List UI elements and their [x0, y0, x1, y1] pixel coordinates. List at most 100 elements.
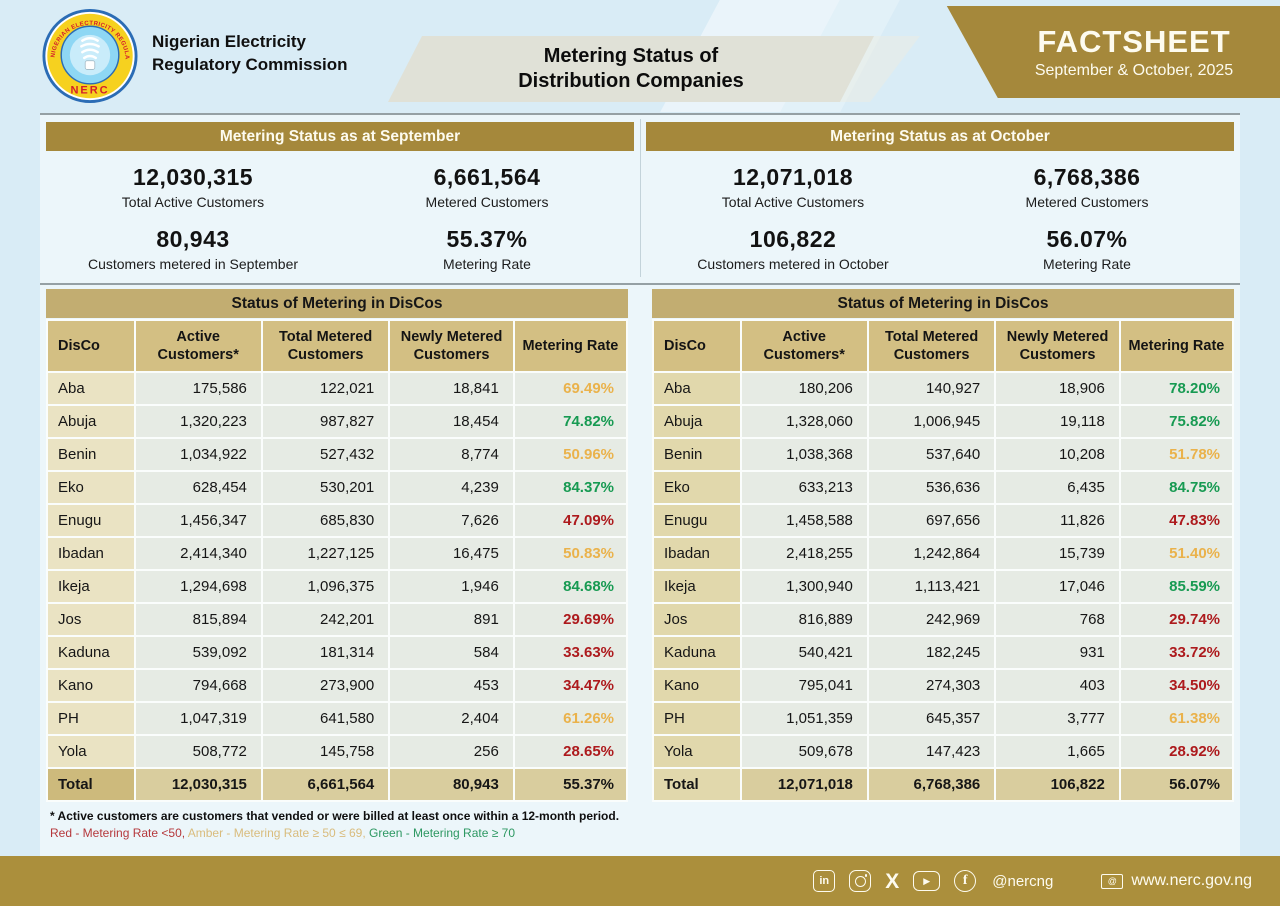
disco-name-cell: Yola [654, 736, 740, 768]
active-customers-cell: 539,092 [135, 637, 261, 669]
active-customers-cell: 1,038,368 [741, 439, 867, 471]
total-metered-cell: 1,096,375 [262, 571, 389, 603]
stat-value: 56.07% [1046, 226, 1128, 252]
newly-metered-cell: 19,118 [996, 406, 1119, 438]
column-header-disco: DisCo [654, 321, 740, 372]
stat-label: Customers metered in October [697, 256, 889, 272]
total-metered-cell: 122,021 [262, 373, 389, 405]
disco-name-cell: Ibadan [654, 538, 740, 570]
table-row: Enugu 1,458,588 697,656 11,826 47.83% [654, 505, 1232, 537]
factsheet-banner: FACTSHEET September & October, 2025 [946, 6, 1280, 98]
total-metered-cell: 987,827 [262, 406, 389, 438]
total-newly-cell: 80,943 [390, 769, 513, 801]
total-metered-cell: 641,580 [262, 703, 389, 735]
newly-metered-cell: 4,239 [390, 472, 513, 504]
legend-green: Green - Metering Rate ≥ 70 [369, 826, 516, 841]
total-metered-cell: 6,661,564 [262, 769, 389, 801]
stat-value: 106,822 [749, 226, 837, 252]
total-metered-cell: 537,640 [868, 439, 995, 471]
website-link[interactable]: @ www.nerc.gov.ng [1101, 872, 1252, 890]
column-header-newly-metered: Newly Metered Customers [996, 321, 1119, 372]
page-title-line1: Metering Status of [543, 45, 719, 67]
total-metered-cell: 242,201 [262, 604, 389, 636]
newly-metered-cell: 1,946 [390, 571, 513, 603]
table-row: Enugu 1,456,347 685,830 7,626 47.09% [48, 505, 626, 537]
active-customers-cell: 508,772 [135, 736, 261, 768]
newly-metered-cell: 931 [996, 637, 1119, 669]
total-metered-cell: 645,357 [868, 703, 995, 735]
youtube-icon[interactable]: ▶ [913, 871, 941, 891]
stat-label: Metering Rate [443, 256, 531, 272]
active-customers-cell: 1,458,588 [741, 505, 867, 537]
metering-rate-cell: 29.69% [514, 604, 626, 636]
disco-name-cell: Benin [654, 439, 740, 471]
table-row: Jos 816,889 242,969 768 29.74% [654, 604, 1232, 636]
factsheet-label: FACTSHEET [1037, 24, 1231, 59]
disco-name-cell: Ikeja [654, 571, 740, 603]
total-metered-cell: 685,830 [262, 505, 389, 537]
metering-rate-cell: 28.65% [514, 736, 626, 768]
stat-label: Total Active Customers [121, 194, 265, 210]
newly-metered-cell: 453 [390, 670, 513, 702]
total-row: Total 12,030,315 6,661,564 80,943 55.37% [48, 769, 626, 801]
legend-red: Red - Metering Rate <50, [50, 826, 186, 841]
stat-label: Customers metered in September [87, 256, 299, 272]
x-icon[interactable]: X [885, 869, 900, 893]
newly-metered-cell: 891 [390, 604, 513, 636]
disco-name-cell: Kaduna [654, 637, 740, 669]
newly-metered-cell: 256 [390, 736, 513, 768]
disco-name-cell: Aba [48, 373, 134, 405]
stat-metering-rate-oct: 56.07% Metering Rate [940, 226, 1234, 272]
active-customers-cell: 509,678 [741, 736, 867, 768]
column-header-total-metered: Total Metered Customers [262, 321, 389, 372]
active-customers-cell: 1,328,060 [741, 406, 867, 438]
active-customers-cell: 540,421 [741, 637, 867, 669]
total-label-cell: Total [654, 769, 740, 801]
instagram-icon[interactable] [849, 870, 872, 892]
page-title: Metering Status of Distribution Companie… [388, 36, 874, 102]
stat-metered-sep: 6,661,564 Metered Customers [340, 164, 634, 210]
stat-value: 6,661,564 [433, 164, 541, 190]
total-active-cell: 12,071,018 [741, 769, 867, 801]
total-rate-cell: 55.37% [514, 769, 626, 801]
legend-amber: Amber - Metering Rate ≥ 50 ≤ 69, [187, 826, 366, 841]
active-customers-cell: 1,051,359 [741, 703, 867, 735]
table-title: Status of Metering in DisCos [46, 289, 628, 318]
stat-value: 80,943 [156, 226, 230, 252]
total-row: Total 12,071,018 6,768,386 106,822 56.07… [654, 769, 1232, 801]
disco-name-cell: Kano [48, 670, 134, 702]
disco-name-cell: Aba [654, 373, 740, 405]
metering-rate-cell: 84.75% [1120, 472, 1232, 504]
metering-rate-cell: 50.83% [514, 538, 626, 570]
disco-name-cell: Abuja [48, 406, 134, 438]
table-row: Kano 795,041 274,303 403 34.50% [654, 670, 1232, 702]
metering-rate-cell: 74.82% [514, 406, 626, 438]
total-metered-cell: 274,303 [868, 670, 995, 702]
disco-name-cell: Kano [654, 670, 740, 702]
social-links: in X ▶ f @nercng [813, 870, 1053, 892]
total-metered-cell: 145,758 [262, 736, 389, 768]
total-metered-cell: 6,768,386 [868, 769, 995, 801]
total-metered-cell: 147,423 [868, 736, 995, 768]
linkedin-icon[interactable]: in [813, 870, 836, 892]
org-name-line1: Nigerian Electricity [152, 32, 307, 51]
disco-name-cell: Abuja [654, 406, 740, 438]
newly-metered-cell: 16,475 [390, 538, 513, 570]
facebook-icon[interactable]: f [954, 870, 977, 892]
newly-metered-cell: 15,739 [996, 538, 1119, 570]
org-name-line2: Regulatory Commission [152, 54, 348, 74]
newly-metered-cell: 403 [996, 670, 1119, 702]
disco-name-cell: PH [654, 703, 740, 735]
stat-metered-oct: 6,768,386 Metered Customers [940, 164, 1234, 210]
column-header-active: Active Customers* [135, 321, 261, 372]
stat-metering-rate-sep: 55.37% Metering Rate [340, 226, 634, 272]
metering-rate-cell: 47.09% [514, 505, 626, 537]
table-row: Ikeja 1,300,940 1,113,421 17,046 85.59% [654, 571, 1232, 603]
active-customers-cell: 2,414,340 [135, 538, 261, 570]
active-customers-cell: 1,034,922 [135, 439, 261, 471]
summary-title-september: Metering Status as at September [46, 122, 634, 151]
discos-table-october: Status of Metering in DisCos DisCo Activ… [652, 289, 1234, 803]
total-label-cell: Total [48, 769, 134, 801]
stat-total-active-sep: 12,030,315 Total Active Customers [46, 164, 340, 210]
total-metered-cell: 273,900 [262, 670, 389, 702]
